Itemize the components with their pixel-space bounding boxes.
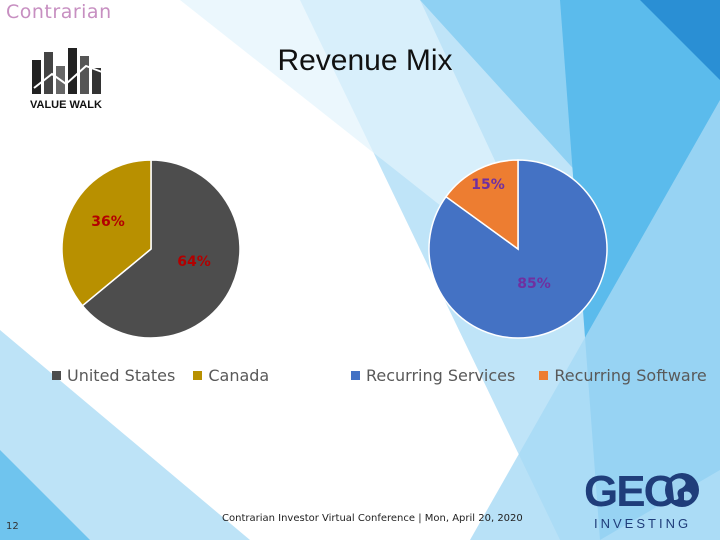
pie-slice-united-states: [81, 159, 241, 339]
data-label-recurring-services: 85%: [517, 276, 551, 292]
legend-swatch: [351, 371, 360, 380]
page-number: 12: [6, 521, 19, 532]
data-label-canada: 36%: [91, 214, 125, 230]
value-walk-logo: VALUE WALK: [30, 48, 103, 111]
pie-slice-canada: [61, 159, 152, 307]
globe-icon: [665, 473, 699, 507]
geography-pie-chart: 64% 36%: [61, 159, 241, 339]
legend-item-united-states: United States: [52, 366, 175, 385]
data-label-recurring-software: 15%: [471, 177, 505, 193]
legend-item-recurring-software: Recurring Software: [539, 366, 707, 385]
legend-swatch: [539, 371, 549, 380]
legend-item-canada: Canada: [193, 366, 269, 385]
legend-label: Canada: [208, 366, 270, 385]
revenue-type-legend: Recurring Services Recurring Software: [351, 366, 720, 385]
geo-logo-text: GEO: [584, 467, 677, 516]
legend-swatch: [52, 371, 61, 380]
revenue-type-pie-chart: 85% 15%: [428, 159, 608, 339]
geo-logo-subtext: INVESTING: [594, 516, 691, 531]
geography-legend: United States Canada: [52, 366, 287, 385]
legend-label: United States: [67, 366, 176, 385]
legend-label: Recurring Services: [366, 366, 516, 385]
data-label-united-states: 64%: [177, 254, 211, 270]
value-walk-logo-text: VALUE WALK: [30, 99, 102, 111]
footer-text: Contrarian Investor Virtual Conference |…: [222, 513, 523, 524]
legend-label: Recurring Software: [554, 366, 707, 385]
legend-item-recurring-services: Recurring Services: [351, 366, 515, 385]
pie-slice-recurring-software: [444, 159, 519, 251]
contrarian-logo-text: Contrarian: [6, 1, 112, 23]
geo-investing-logo: GEO INVESTING: [584, 467, 699, 531]
legend-swatch: [193, 371, 203, 380]
slide-title: Revenue Mix: [277, 44, 453, 77]
